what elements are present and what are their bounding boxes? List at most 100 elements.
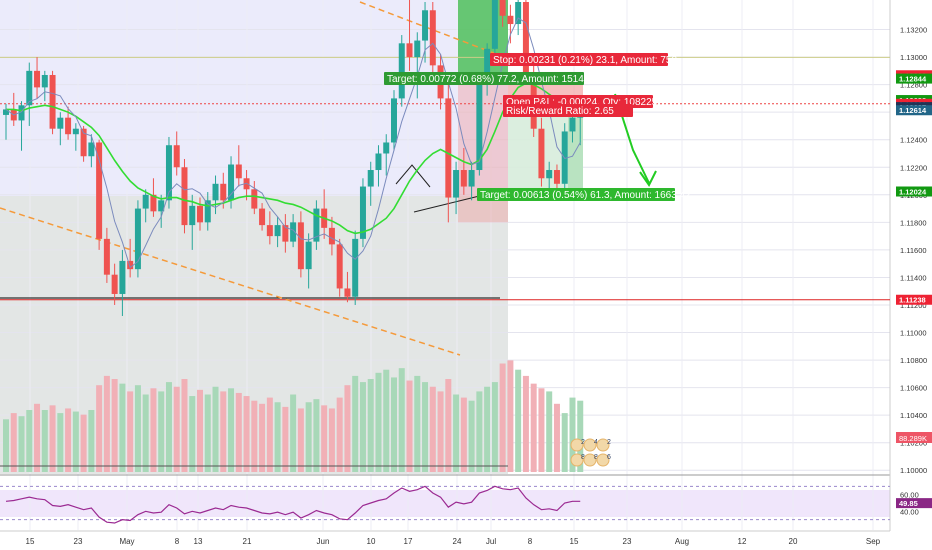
volume-bar [290,394,297,472]
candle-body [445,98,452,198]
volume-bar [65,408,72,472]
volume-bar [491,382,498,472]
price-tick: 1.11400 [900,273,927,282]
volume-bar [344,385,351,472]
volume-bar [515,369,522,472]
candle-body [328,227,335,245]
candle-body [220,183,227,201]
volume-bar [41,410,48,472]
volume-bar [220,391,227,472]
volume-bar [414,375,421,472]
candle-body [119,260,126,294]
price-label: 1.11238 [899,296,926,305]
volume-bar [189,396,196,472]
candle-body [336,244,343,289]
volume-bar [259,403,266,472]
target-label: Target: 0.00613 (0.54%) 61.3, Amount: 16… [480,190,691,201]
event-count: 6 [607,454,611,461]
moving-average-layer [5,17,581,269]
candle-body [484,48,491,85]
volume-bar [328,408,335,472]
candle-body [212,183,219,201]
candle-body [34,70,41,88]
time-tick: 20 [789,537,798,546]
time-tick: Sep [866,537,881,546]
pl-label: Open P&L: -0.00024, Qty: 108225 [506,97,658,108]
volume-bar [522,375,529,472]
price-label: 1.12614 [899,106,927,115]
candle-body [546,170,553,179]
volume-bar [80,414,87,472]
stop-label-box [490,53,668,66]
rsi-value-box [896,498,932,509]
candle-body [41,74,48,88]
time-axis[interactable]: 15 23 May 8 13 21 Jun 10 17 24 Jul 8 15 23 Aug 12 20 Sep [0,530,932,550]
candle-body [57,117,64,129]
volume-bar [561,413,568,472]
event-count: 2 [581,439,585,446]
volume-bar [150,388,157,472]
volume-bar [204,394,211,472]
volume-bar [422,382,429,472]
rsi-line [5,485,581,524]
forecast-arrow-head [639,170,657,187]
pattern-peak [395,164,431,188]
volume-bar [34,403,41,472]
volume-bar [119,383,126,472]
volume-bar [445,379,452,472]
annotation-layer[interactable]: Stop: 0.00231 (0.21%) 23.1, Amount: 750 T… [384,53,691,467]
volume-bar [406,380,413,472]
time-tick: 24 [453,537,462,546]
volume-bar [429,386,436,472]
volume-label: 88.289K [899,434,927,443]
candle-body [150,194,157,212]
time-tick: 21 [243,537,252,546]
target-label-box [477,188,675,201]
event-count: 8 [594,454,598,461]
volume-bar [476,391,483,472]
candle-body [297,222,304,270]
candle-body [251,189,258,209]
volume-bar [553,403,560,472]
price-axis[interactable]: 1.132001.130001.128001.126001.124001.122… [896,26,932,476]
candle-body [142,194,149,209]
candle-body [468,170,475,187]
volume-bar [18,416,25,472]
volume-bar [546,391,553,472]
candle-body [476,84,483,171]
price-tick: 1.13000 [900,53,927,62]
candle-body [305,241,312,270]
candle-body [282,225,289,242]
rr-label-box [503,104,633,117]
candle-body [429,10,436,66]
time-tick: 12 [738,537,747,546]
volume-bar [212,386,219,472]
volume-bar [49,405,56,472]
volume-bar [251,400,258,472]
candle-body [515,2,522,25]
candle-body [266,225,273,237]
volume-bar [88,410,95,472]
volume-bar [352,375,359,472]
event-count: 8 [581,454,585,461]
candle-body [453,170,460,198]
candle-body [181,167,188,226]
candle-body [359,186,366,239]
volume-bar [228,388,235,472]
time-tick: 23 [74,537,83,546]
volume-bar [26,410,33,472]
volume-bar [111,379,118,472]
volume-bar [336,397,343,472]
candle-body [414,40,421,58]
volume-bar [305,402,312,472]
candle-body [460,170,467,187]
volume-bar [96,385,103,472]
rsi-tick: 60.00 [900,491,919,500]
event-icon [596,438,610,452]
candle-body [313,208,320,242]
price-label-box [896,294,932,305]
time-tick: 23 [623,537,632,546]
candle-body [499,0,506,16]
volume-bar [468,400,475,472]
